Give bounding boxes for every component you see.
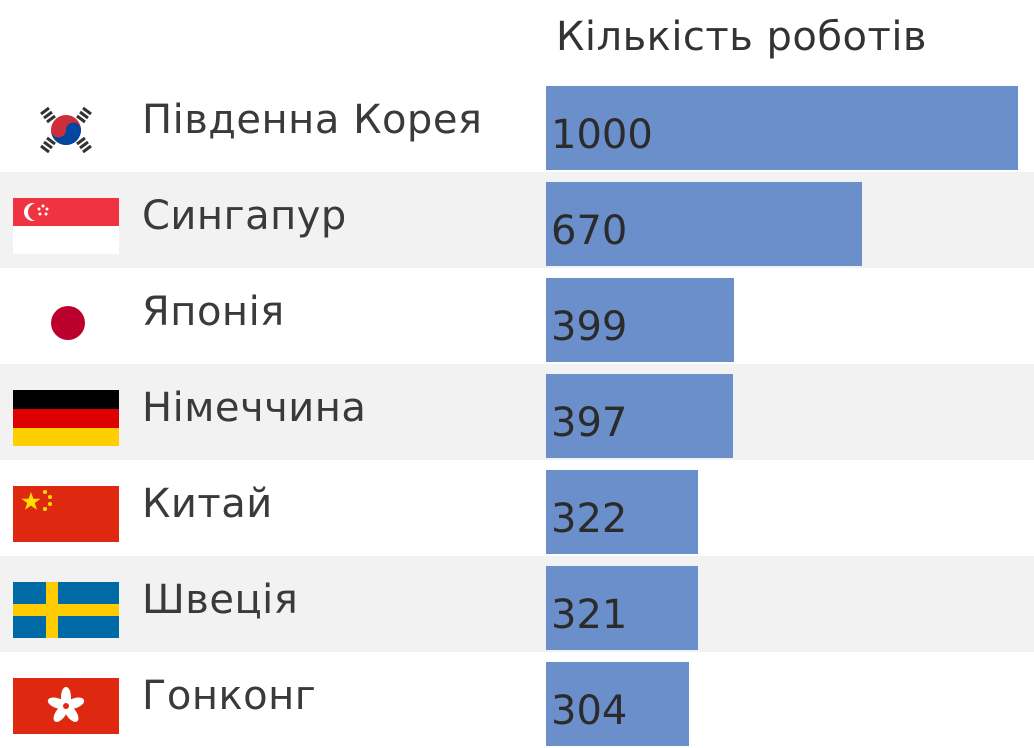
chart-row: Німеччина 397 [0,364,1034,460]
china-flag-icon [13,486,119,542]
category-label: Гонконг [142,673,317,719]
sweden-flag-icon [13,582,119,638]
data-label: 670 [551,208,628,254]
germany-flag-icon [13,390,119,446]
data-label: 397 [551,400,628,446]
data-label: 321 [551,592,628,638]
chart-row: Японія 399 [0,268,1034,364]
bar [546,470,698,554]
data-label: 1000 [551,112,653,158]
chart-row: Сингапур 670 [0,172,1034,268]
category-label: Сингапур [142,193,347,239]
category-label: Німеччина [142,385,367,431]
south-korea-flag-icon [13,102,119,158]
chart-row: Гонконг 304 [0,652,1034,748]
category-label: Китай [142,481,273,527]
bar [546,278,734,362]
chart-row: Швеція 321 [0,556,1034,652]
bar [546,662,689,746]
bar [546,566,698,650]
data-label: 399 [551,304,628,350]
category-label: Японія [142,289,285,335]
bar [546,86,1018,170]
hong-kong-flag-icon [13,678,119,734]
bar [546,182,862,266]
chart-row: Південна Корея 1000 [0,76,1034,172]
data-label: 322 [551,496,628,542]
category-label: Швеція [142,577,299,623]
category-label: Південна Корея [142,97,483,143]
data-label: 304 [551,688,628,734]
singapore-flag-icon [13,198,119,254]
chart-row: Китай 322 [0,460,1034,556]
bar [546,374,733,458]
column-header: Кількість роботів [556,14,927,60]
japan-flag-icon [13,294,119,350]
